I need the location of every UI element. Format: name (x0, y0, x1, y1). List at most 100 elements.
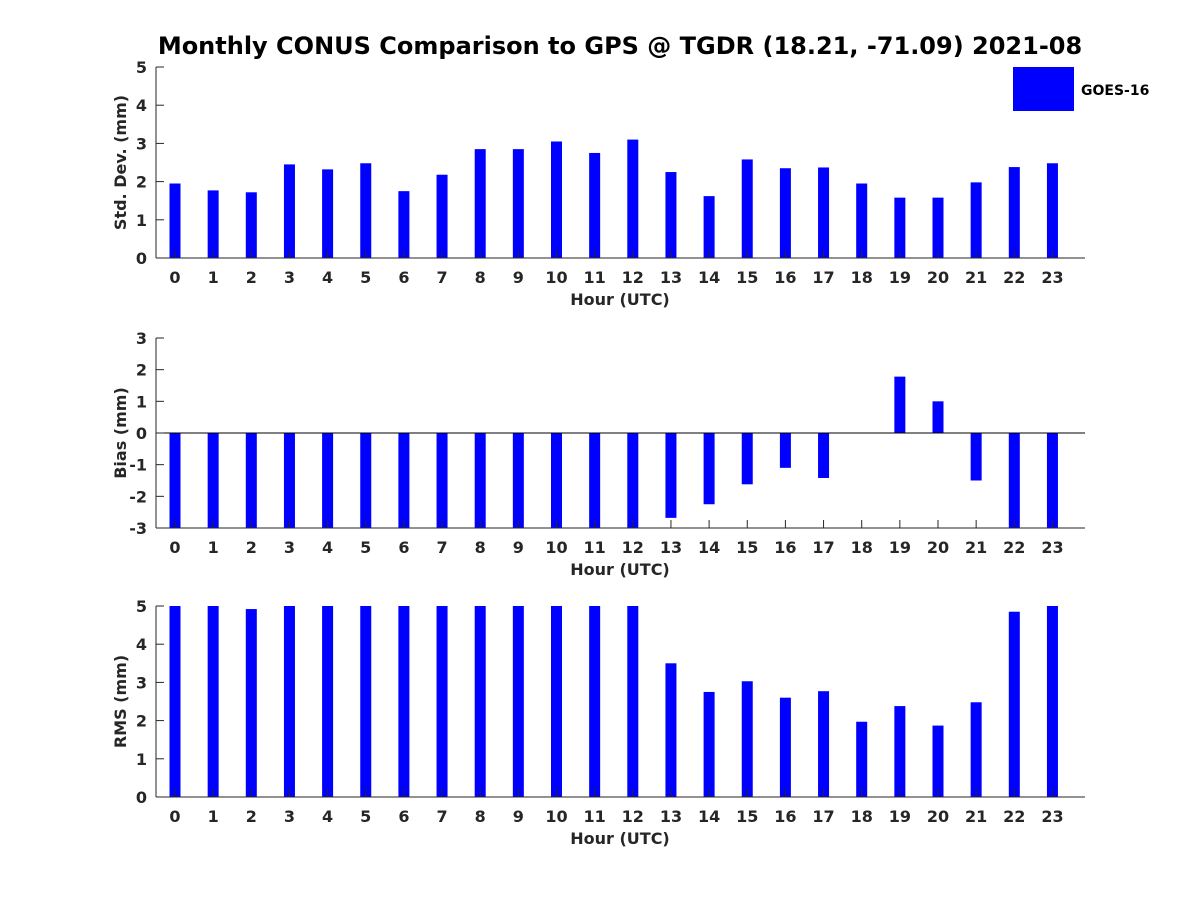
rms-x-tick-label: 11 (584, 807, 606, 826)
rms-bar (665, 663, 677, 797)
rms-bar (207, 606, 219, 797)
std-dev-bar (398, 191, 410, 258)
bias-bar (894, 376, 906, 433)
std-dev-x-tick-label: 13 (660, 268, 682, 287)
bias-x-tick-label: 17 (812, 538, 834, 557)
bias-bar (703, 433, 715, 505)
rms-bar (398, 606, 410, 797)
bias-x-tick-label: 14 (698, 538, 720, 557)
rms-x-tick-label: 1 (208, 807, 219, 826)
bias-bar (932, 401, 944, 433)
std-dev-bar (245, 192, 257, 258)
bias-x-tick-label: 12 (622, 538, 644, 557)
bias-x-tick-label: 1 (208, 538, 219, 557)
bias-y-tick-label: -1 (129, 456, 147, 475)
bias-x-axis-label: Hour (UTC) (570, 560, 670, 579)
bias-bar (245, 433, 257, 528)
bias-x-tick-label: 13 (660, 538, 682, 557)
std-dev-x-tick-label: 8 (475, 268, 486, 287)
legend-swatch (1013, 67, 1074, 111)
rms-bar (436, 606, 448, 797)
std-dev-bar (360, 163, 372, 258)
bias-x-tick-label: 6 (398, 538, 409, 557)
std-dev-bar (1008, 167, 1020, 258)
rms-x-tick-label: 18 (851, 807, 873, 826)
rms-x-tick-label: 23 (1041, 807, 1063, 826)
std-dev-bar (436, 174, 448, 258)
std-dev-bar (627, 139, 639, 258)
rms-bar (970, 702, 982, 797)
bias-y-tick-label: -3 (129, 519, 147, 538)
std-dev-bar (169, 183, 181, 258)
rms-x-tick-label: 5 (360, 807, 371, 826)
bias-y-axis-label: Bias (mm) (111, 387, 130, 479)
bias-x-tick-label: 15 (736, 538, 758, 557)
std-dev-x-tick-label: 5 (360, 268, 371, 287)
rms-x-tick-label: 14 (698, 807, 720, 826)
std-dev-x-tick-label: 17 (812, 268, 834, 287)
bias-bar (1046, 433, 1058, 528)
legend-label: GOES-16 (1081, 83, 1149, 99)
rms-bar (703, 691, 715, 797)
bias-bar (1008, 433, 1020, 528)
std-dev-x-tick-label: 6 (398, 268, 409, 287)
std-dev-x-tick-label: 12 (622, 268, 644, 287)
rms-bar (589, 606, 601, 797)
std-dev-y-tick-label: 2 (136, 173, 147, 192)
bias-x-tick-label: 7 (436, 538, 447, 557)
std-dev-x-tick-label: 20 (927, 268, 949, 287)
std-dev-bar (665, 172, 677, 258)
std-dev-y-tick-label: 3 (136, 134, 147, 153)
chart-title: Monthly CONUS Comparison to GPS @ TGDR (… (158, 32, 1082, 60)
rms-x-tick-label: 0 (169, 807, 180, 826)
std-dev-y-tick-label: 0 (136, 249, 147, 268)
bias-x-tick-label: 16 (774, 538, 796, 557)
bias-x-tick-label: 0 (169, 538, 180, 557)
rms-y-tick-label: 4 (136, 635, 147, 654)
rms-x-tick-label: 13 (660, 807, 682, 826)
bias-x-tick-label: 18 (851, 538, 873, 557)
std-dev-bar (741, 159, 753, 258)
bias-bar (970, 433, 982, 481)
rms-bar (856, 721, 868, 797)
bias-x-tick-label: 11 (584, 538, 606, 557)
rms-y-tick-label: 5 (136, 597, 147, 616)
bias-bar (436, 433, 448, 528)
rms-x-tick-label: 2 (246, 807, 257, 826)
bias-bar (322, 433, 334, 528)
legend: GOES-16 (1013, 67, 1149, 111)
rms-x-axis-label: Hour (UTC) (570, 829, 670, 848)
rms-bar (1046, 606, 1058, 797)
rms-x-tick-label: 12 (622, 807, 644, 826)
std-dev-x-tick-label: 18 (851, 268, 873, 287)
bias-bar (779, 433, 791, 468)
bias-bar (512, 433, 524, 528)
std-dev-y-tick-label: 1 (136, 211, 147, 230)
rms-y-tick-label: 0 (136, 788, 147, 807)
rms-bar (512, 606, 524, 797)
std-dev-bar (589, 152, 601, 258)
std-dev-x-tick-label: 22 (1003, 268, 1025, 287)
rms-bar (741, 681, 753, 797)
bias-bar (741, 433, 753, 485)
std-dev-x-tick-label: 9 (513, 268, 524, 287)
std-dev-bar (970, 182, 982, 258)
std-dev-bar (512, 149, 524, 258)
rms-x-tick-label: 15 (736, 807, 758, 826)
bias-x-tick-label: 2 (246, 538, 257, 557)
std-dev-x-tick-label: 11 (584, 268, 606, 287)
bias-bar (360, 433, 372, 528)
std-dev-x-tick-label: 2 (246, 268, 257, 287)
bias-x-tick-label: 3 (284, 538, 295, 557)
rms-bar (818, 691, 830, 797)
bias-bar (665, 433, 677, 518)
std-dev-bar (283, 164, 295, 258)
std-dev-x-tick-label: 0 (169, 268, 180, 287)
rms-bar (283, 606, 295, 797)
bias-x-tick-label: 10 (545, 538, 567, 557)
rms-bar (245, 609, 257, 797)
rms-bar (627, 606, 639, 797)
